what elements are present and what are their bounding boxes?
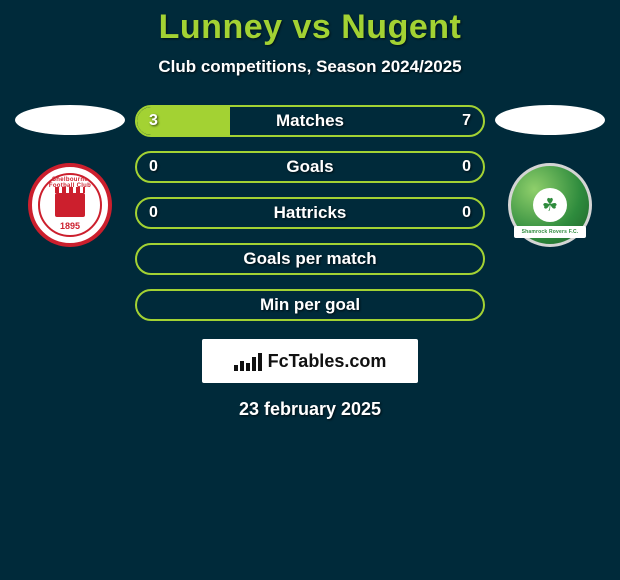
stat-value-right: 0 xyxy=(462,204,471,222)
stat-bar-goals: 0 Goals 0 xyxy=(135,151,485,183)
ball-icon: ☘ xyxy=(533,188,567,222)
stat-bar-goals-per-match: Goals per match xyxy=(135,243,485,275)
stat-label: Goals xyxy=(137,157,483,177)
stat-bar-min-per-goal: Min per goal xyxy=(135,289,485,321)
left-club-year: 1895 xyxy=(60,221,80,231)
castle-icon xyxy=(55,193,85,217)
stat-value-right: 7 xyxy=(462,112,471,130)
branding-badge: FcTables.com xyxy=(202,339,418,383)
right-player-avatar xyxy=(495,105,605,135)
left-club-badge: Shelbourne Football Club 1895 xyxy=(28,163,112,247)
stat-bar-matches: 3 Matches 7 xyxy=(135,105,485,137)
left-player-avatar xyxy=(15,105,125,135)
stat-bars: 3 Matches 7 0 Goals 0 0 Hattricks 0 xyxy=(135,105,485,321)
stat-label: Min per goal xyxy=(137,295,483,315)
stat-bar-hattricks: 0 Hattricks 0 xyxy=(135,197,485,229)
right-club-badge: ☘ Shamrock Rovers F.C. xyxy=(508,163,592,247)
comparison-row: Shelbourne Football Club 1895 3 Matches … xyxy=(0,105,620,321)
footer-date: 23 february 2025 xyxy=(0,399,620,420)
page-title: Lunney vs Nugent xyxy=(0,8,620,47)
stat-label: Goals per match xyxy=(137,249,483,269)
right-player-column: ☘ Shamrock Rovers F.C. xyxy=(495,105,605,247)
chart-icon xyxy=(234,351,262,371)
shamrock-icon: ☘ xyxy=(542,196,558,214)
right-club-name: Shamrock Rovers F.C. xyxy=(514,226,586,238)
stat-value-right: 0 xyxy=(462,158,471,176)
left-player-column: Shelbourne Football Club 1895 xyxy=(15,105,125,247)
stat-label: Matches xyxy=(137,111,483,131)
stat-label: Hattricks xyxy=(137,203,483,223)
page-subtitle: Club competitions, Season 2024/2025 xyxy=(0,57,620,77)
branding-text: FcTables.com xyxy=(268,351,387,372)
